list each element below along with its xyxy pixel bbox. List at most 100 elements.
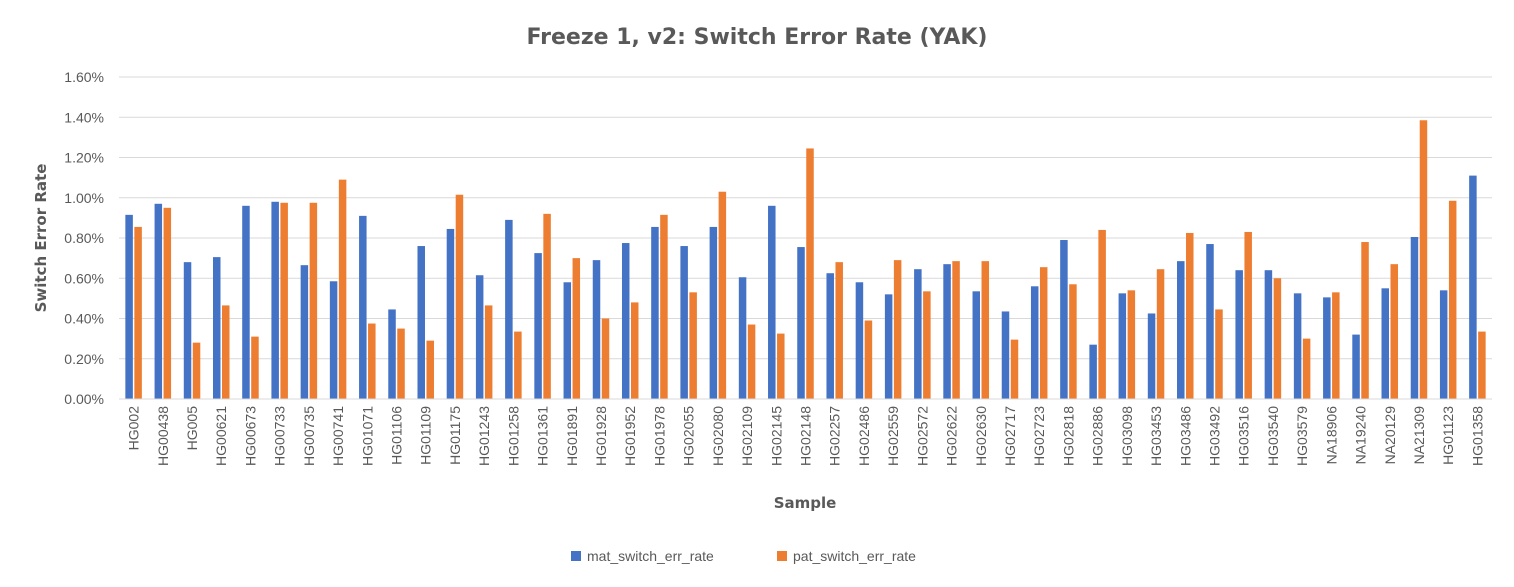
x-tick-label: HG00735 (301, 406, 317, 466)
bar-mat-HG02080 (709, 226, 718, 399)
bar-pat-HG01106 (397, 328, 405, 399)
bar-mat-HG03453 (1147, 313, 1156, 399)
bar-pat-HG03579 (1302, 338, 1311, 399)
bar-mat-HG00735 (300, 265, 309, 399)
bar-pat-NA19240 (1361, 242, 1369, 399)
x-tick-label: HG01175 (447, 406, 463, 465)
bar-mat-HG03492 (1206, 244, 1214, 399)
bar-mat-HG02145 (768, 205, 776, 399)
x-tick-label: HG01243 (476, 406, 492, 466)
bar-pat-HG01358 (1478, 331, 1486, 399)
bar-pat-HG02080 (718, 191, 727, 399)
bar-mat-HG02148 (797, 247, 805, 399)
bar-mat-HG00438 (154, 203, 163, 399)
x-tick-label: HG01123 (1440, 406, 1456, 465)
x-axis-title: Sample (774, 494, 837, 512)
bar-mat-HG02559 (884, 294, 893, 399)
bar-mat-HG02622 (943, 264, 951, 399)
bar-mat-NA18906 (1323, 297, 1331, 399)
bar-mat-HG005 (183, 262, 192, 399)
bar-mat-NA21309 (1410, 236, 1419, 399)
bar-pat-HG03540 (1273, 278, 1282, 399)
bar-mat-HG03579 (1293, 293, 1302, 399)
bar-mat-HG01106 (388, 309, 396, 399)
bar-pat-HG02818 (1069, 284, 1077, 399)
x-tick-label: NA18906 (1323, 406, 1339, 465)
x-tick-label: HG02109 (739, 406, 755, 466)
x-tick-label: HG02572 (914, 406, 930, 466)
bar-mat-HG00733 (271, 201, 279, 399)
bar-pat-HG002 (134, 226, 142, 399)
y-tick-label: 1.00% (64, 190, 104, 206)
bar-mat-HG00673 (242, 205, 250, 399)
x-axis-ticks: HG002 HG00438 HG005 HG00621 HG00673 HG00733 HG… (126, 406, 1486, 466)
bar-mat-HG02486 (855, 282, 864, 399)
bar-pat-HG02559 (893, 260, 902, 399)
bar-pat-HG02630 (981, 261, 990, 399)
bar-mat-HG02818 (1060, 240, 1068, 399)
bar-mat-HG02572 (914, 269, 922, 399)
x-tick-label: HG02257 (827, 406, 843, 466)
bar-pat-HG02572 (923, 291, 931, 399)
bar-pat-HG02148 (806, 148, 814, 399)
bar-mat-HG02055 (680, 246, 688, 399)
bar-pat-HG01109 (426, 340, 434, 399)
bar-pat-NA21309 (1419, 120, 1428, 400)
x-tick-label: HG01071 (359, 406, 375, 466)
bar-pat-HG00741 (338, 179, 347, 399)
x-tick-label: HG01978 (651, 406, 667, 466)
legend-label-mat: mat_switch_err_rate (587, 548, 714, 564)
x-tick-label: HG02717 (1002, 406, 1018, 466)
bar-pat-HG01952 (630, 302, 639, 399)
bar-pat-HG00733 (280, 202, 288, 399)
bar-mat-HG01361 (534, 253, 542, 399)
bar-pat-HG02109 (747, 324, 756, 399)
x-tick-label: HG002 (126, 406, 142, 451)
bar-pat-HG01361 (543, 213, 551, 399)
bars (125, 120, 1486, 400)
x-tick-label: HG03579 (1294, 406, 1310, 466)
legend: mat_switch_err_rate pat_switch_err_rate (571, 548, 916, 564)
y-axis-ticks: 0.00% 0.20% 0.40% 0.60% 0.80% 1.00% 1.20% 1.40%… (64, 69, 104, 407)
bar-mat-HG01258 (505, 219, 513, 399)
bar-pat-HG03486 (1186, 232, 1194, 399)
bar-mat-HG02109 (738, 277, 747, 399)
bar-mat-NA19240 (1352, 334, 1360, 399)
bar-pat-HG02257 (835, 262, 843, 399)
bar-mat-HG01891 (563, 282, 572, 399)
legend-swatch-mat (571, 551, 581, 561)
bar-mat-HG002 (125, 214, 133, 399)
y-tick-label: 0.20% (64, 351, 104, 367)
bar-mat-HG03098 (1118, 293, 1127, 399)
x-tick-label: HG01106 (389, 406, 405, 465)
bar-mat-HG01071 (359, 215, 367, 399)
bar-pat-HG01071 (368, 323, 376, 399)
bar-mat-HG02723 (1030, 286, 1039, 399)
bar-mat-HG03516 (1235, 270, 1243, 399)
y-tick-label: 1.20% (64, 150, 104, 166)
x-tick-label: HG02145 (768, 406, 784, 466)
x-tick-label: HG01258 (505, 406, 521, 466)
bar-pat-HG01891 (572, 258, 581, 399)
bar-mat-HG00621 (212, 257, 221, 399)
bar-pat-HG01258 (514, 331, 522, 399)
x-tick-label: NA21309 (1411, 406, 1427, 465)
bar-pat-HG03098 (1127, 290, 1136, 399)
y-tick-label: 0.80% (64, 230, 104, 246)
x-tick-label: HG01358 (1469, 406, 1485, 466)
bar-pat-HG01243 (484, 305, 493, 399)
y-tick-label: 0.40% (64, 311, 104, 327)
x-tick-label: HG03492 (1206, 406, 1222, 466)
x-tick-label: HG02818 (1060, 406, 1076, 466)
bar-pat-HG01928 (601, 318, 610, 399)
bar-pat-HG01123 (1448, 200, 1457, 399)
x-tick-label: HG02723 (1031, 406, 1047, 466)
x-tick-label: HG02080 (710, 406, 726, 466)
bar-mat-HG01358 (1469, 175, 1477, 399)
bar-mat-HG01952 (621, 243, 630, 399)
x-tick-label: HG00741 (330, 406, 346, 466)
x-tick-label: HG03098 (1119, 406, 1135, 466)
bar-pat-HG005 (192, 342, 201, 399)
x-tick-label: HG01891 (564, 406, 580, 466)
